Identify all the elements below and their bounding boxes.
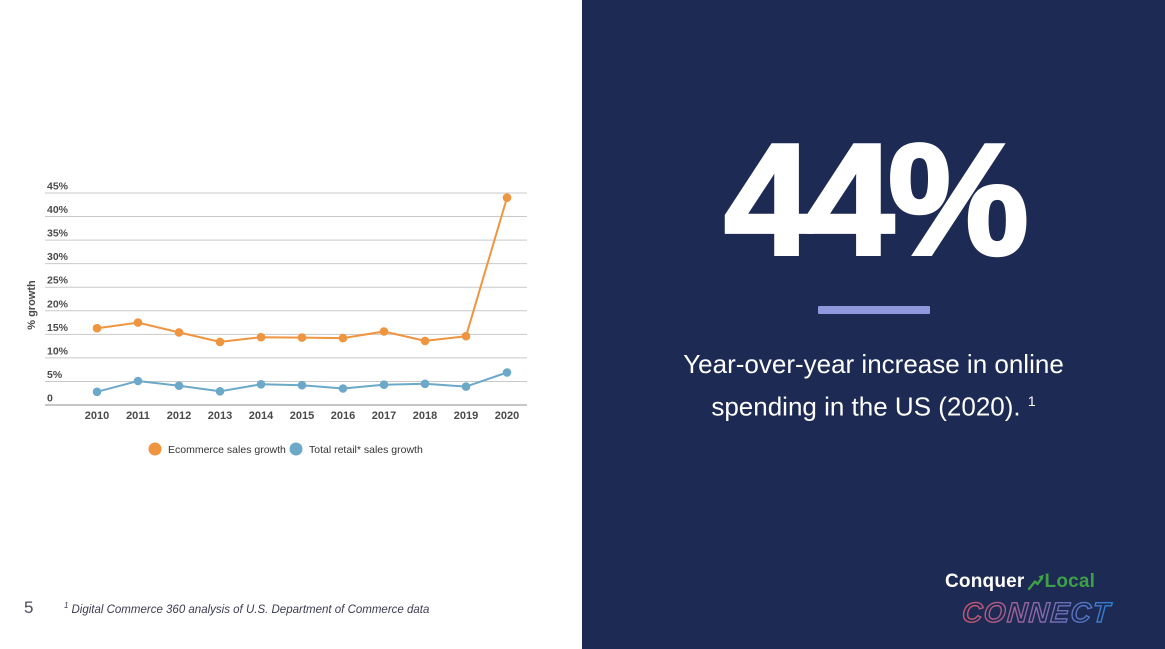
svg-text:2013: 2013 bbox=[208, 410, 232, 422]
svg-text:2010: 2010 bbox=[85, 410, 109, 422]
svg-text:25%: 25% bbox=[47, 275, 69, 287]
brand-row: Conquer Local bbox=[945, 571, 1139, 593]
svg-text:2017: 2017 bbox=[372, 410, 396, 422]
svg-text:35%: 35% bbox=[47, 228, 69, 240]
brand-conquer-text: Conquer bbox=[945, 571, 1025, 592]
ecommerce-growth-chart: 45% 40% 35% 30% 25% 20% 15% 10% 5% 0 % growth 2010 2… bbox=[25, 155, 570, 470]
svg-text:Ecommerce sales growth: Ecommerce sales growth bbox=[168, 444, 286, 456]
stat-panel: 44% Year-over-year increase in online sp… bbox=[582, 0, 1165, 649]
stat-caption: Year-over-year increase in online spendi… bbox=[629, 346, 1119, 426]
growth-arrow-icon bbox=[1027, 574, 1044, 591]
svg-text:2019: 2019 bbox=[454, 410, 478, 422]
svg-text:Total retail* sales growth: Total retail* sales growth bbox=[309, 444, 423, 456]
line-chart-canvas: 45% 40% 35% 30% 25% 20% 15% 10% 5% 0 % growth 2010 2… bbox=[26, 181, 527, 456]
connect-logo-text: CONNECT bbox=[961, 597, 1113, 628]
svg-text:2014: 2014 bbox=[249, 410, 274, 422]
svg-text:% growth: % growth bbox=[26, 280, 38, 330]
svg-text:0: 0 bbox=[47, 393, 53, 405]
accent-divider bbox=[817, 305, 930, 314]
connect-wordmark: CONNECT bbox=[960, 596, 1114, 628]
brand-local-text: Local bbox=[1044, 571, 1096, 592]
conquer-local-connect-logo: Conquer Local CONNECT bbox=[937, 571, 1139, 631]
svg-text:10%: 10% bbox=[47, 345, 69, 357]
svg-text:20%: 20% bbox=[47, 298, 69, 310]
svg-text:15%: 15% bbox=[47, 322, 69, 334]
page-number: 5 bbox=[24, 598, 34, 617]
footnote: 1 Digital Commerce 360 analysis of U.S. D… bbox=[64, 601, 429, 616]
svg-text:2016: 2016 bbox=[331, 410, 355, 422]
svg-text:2011: 2011 bbox=[126, 410, 150, 422]
svg-text:2018: 2018 bbox=[413, 410, 437, 422]
svg-text:40%: 40% bbox=[47, 204, 69, 216]
svg-text:2012: 2012 bbox=[167, 410, 191, 422]
footnote-text: Digital Commerce 360 analysis of U.S. De… bbox=[71, 603, 430, 616]
footnote-superscript: 1 bbox=[64, 601, 69, 610]
stat-caption-text: Year-over-year increase in online spendi… bbox=[683, 348, 1064, 422]
stat-value: 44% bbox=[722, 112, 1030, 288]
svg-text:2015: 2015 bbox=[290, 410, 314, 422]
svg-text:30%: 30% bbox=[47, 251, 69, 263]
svg-text:45%: 45% bbox=[47, 181, 69, 193]
svg-text:2020: 2020 bbox=[495, 410, 519, 422]
stat-caption-superscript: 1 bbox=[1027, 392, 1036, 409]
svg-text:5%: 5% bbox=[47, 369, 63, 381]
